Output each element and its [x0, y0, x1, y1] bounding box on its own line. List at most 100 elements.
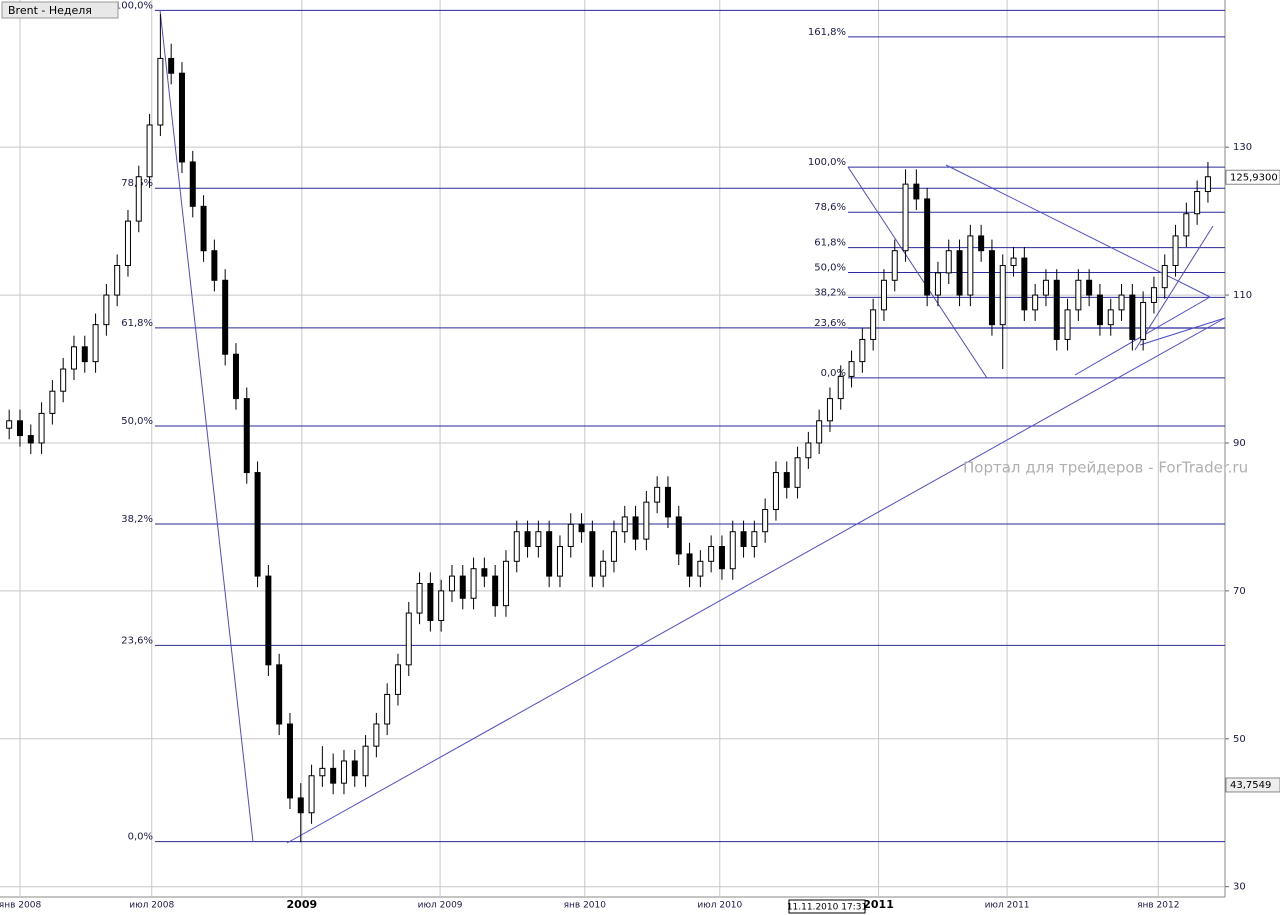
candle-body	[1172, 235, 1179, 266]
price-marker-label: 43,7549	[1230, 780, 1271, 791]
candle-body	[1118, 294, 1125, 311]
candle-body	[924, 198, 931, 296]
candle-body	[38, 412, 45, 444]
candle-body	[697, 560, 704, 577]
fib-label: 161,8%	[808, 27, 846, 38]
title-box	[1, 1, 119, 19]
candle-body	[967, 235, 974, 296]
candle-body	[265, 575, 272, 666]
candle-body	[1096, 294, 1103, 326]
candle-body	[340, 760, 347, 784]
candle-body	[362, 745, 369, 777]
candle-body	[459, 575, 466, 599]
candle-body	[394, 664, 401, 695]
candle-body	[222, 279, 229, 355]
candle-body	[1194, 191, 1201, 215]
fib-label: 38,2%	[121, 514, 153, 525]
candle-body	[1204, 176, 1211, 193]
candle-body	[826, 398, 833, 422]
candle-body	[81, 346, 88, 363]
candle-body	[319, 767, 326, 777]
candle-body	[1086, 279, 1093, 296]
candle-body	[1032, 294, 1039, 311]
fib-label: 38,2%	[814, 287, 846, 298]
y-tick-label: 110	[1233, 290, 1252, 301]
candle-body	[740, 531, 747, 548]
x-tick-label: 2009	[287, 898, 318, 911]
candle-body	[783, 472, 790, 488]
candle-body	[848, 361, 855, 377]
candle-body	[686, 553, 693, 577]
fib-label: 100,0%	[115, 0, 153, 11]
candle-body	[1150, 287, 1157, 303]
candle-body	[502, 560, 509, 607]
candle-body	[1053, 279, 1060, 340]
candle-body	[27, 435, 34, 444]
candle-body	[1129, 294, 1136, 340]
candle-body	[211, 250, 218, 281]
candle-body	[427, 582, 434, 621]
candle-body	[762, 509, 769, 533]
fib-label: 61,8%	[814, 238, 846, 249]
y-tick-label: 30	[1233, 882, 1246, 893]
candle-body	[6, 420, 13, 429]
fib-label: 23,6%	[814, 318, 846, 329]
candle-body	[448, 575, 455, 592]
candle-body	[1183, 213, 1190, 237]
fib-label: 50,0%	[814, 263, 846, 274]
x-tick-label: 2011	[863, 898, 894, 911]
trend-line	[847, 166, 988, 379]
candle-body	[373, 723, 380, 747]
candle-body	[1140, 301, 1147, 340]
candle-body	[438, 590, 445, 621]
fib-label: 0,0%	[128, 832, 153, 843]
candle-body	[49, 390, 56, 414]
candle-body	[1075, 279, 1082, 311]
candle-body	[330, 767, 337, 784]
price-marker-label: 125,9300	[1230, 172, 1278, 183]
candle-body	[308, 775, 315, 814]
candle-body	[794, 457, 801, 488]
candle-body	[481, 568, 488, 577]
candle-body	[232, 353, 239, 400]
candle-body	[988, 250, 995, 326]
candle-body	[513, 531, 520, 562]
x-tick-label: июл 2011	[985, 901, 1030, 911]
fib-label: 78,6%	[814, 202, 846, 213]
x-tick-label: янв 2008	[0, 901, 41, 911]
x-tick-label: янв 2012	[1137, 901, 1179, 911]
candle-body	[621, 516, 628, 533]
candle-body	[945, 250, 952, 274]
trend-lines	[159, 9, 1226, 844]
y-tick-label: 90	[1233, 438, 1246, 449]
candle-body	[934, 272, 941, 296]
candle-body	[1021, 257, 1028, 311]
candle-body	[718, 546, 725, 570]
candle-body	[297, 797, 304, 814]
candle-body	[70, 346, 77, 370]
cursor-date: 11.11.2010 17:31	[787, 903, 867, 913]
candle-body	[805, 442, 812, 459]
candle-body	[254, 472, 261, 577]
candle-body	[200, 205, 207, 252]
candle-body	[243, 398, 250, 474]
trend-line	[1139, 317, 1226, 346]
candle-body	[999, 264, 1006, 326]
candle-body	[664, 486, 671, 518]
watermark: Портал для трейдеров - ForTrader.ru	[963, 459, 1248, 477]
candle-body	[351, 760, 358, 777]
candle-body	[880, 279, 887, 311]
candle-body	[135, 176, 142, 222]
candle-body	[891, 250, 898, 281]
candle-body	[600, 560, 607, 577]
candle-body	[632, 516, 639, 540]
candle-body	[589, 531, 596, 577]
candle-body	[103, 294, 110, 326]
candle-body	[470, 568, 477, 599]
fib-label: 0,0%	[821, 368, 846, 379]
candle-body	[643, 501, 650, 540]
candle-body	[978, 235, 985, 252]
x-tick-label: июл 2008	[129, 901, 174, 911]
candle-body	[276, 664, 283, 725]
